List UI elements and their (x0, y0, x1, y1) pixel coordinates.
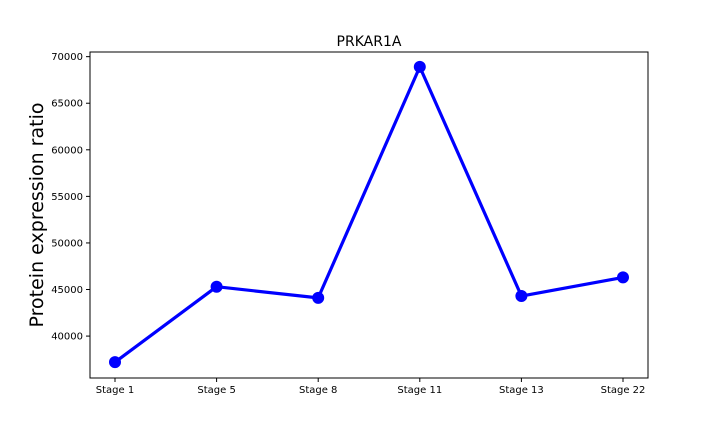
y-tick-label: 60000 (51, 145, 83, 156)
x-tick-label: Stage 1 (96, 385, 134, 396)
x-tick-label: Stage 8 (299, 385, 337, 396)
y-tick-label: 45000 (51, 285, 83, 296)
data-point (617, 271, 629, 284)
y-tick-label: 55000 (51, 192, 83, 203)
plot-area: 40000 45000 50000 55000 60000 65000 70000 Stage… (51, 51, 649, 396)
data-point (413, 60, 426, 73)
y-tick-label: 50000 (51, 238, 83, 249)
chart-title: PRKAR1A (337, 34, 402, 50)
y-axis-label: Protein expression ratio (26, 103, 48, 328)
x-tick-label: Stage 13 (499, 385, 544, 396)
x-tick-label: Stage 22 (601, 385, 646, 396)
series-line (114, 65, 624, 364)
x-tick-label: Stage 5 (197, 385, 235, 396)
data-point (109, 356, 121, 369)
x-tick-label: Stage 11 (397, 385, 442, 396)
y-tick-label: 65000 (51, 99, 83, 110)
data-point (210, 280, 223, 293)
plot-frame (89, 51, 649, 379)
y-tick-label: 70000 (51, 52, 83, 63)
y-tick-label: 40000 (51, 332, 83, 343)
data-point (312, 291, 325, 304)
data-point (515, 290, 528, 303)
